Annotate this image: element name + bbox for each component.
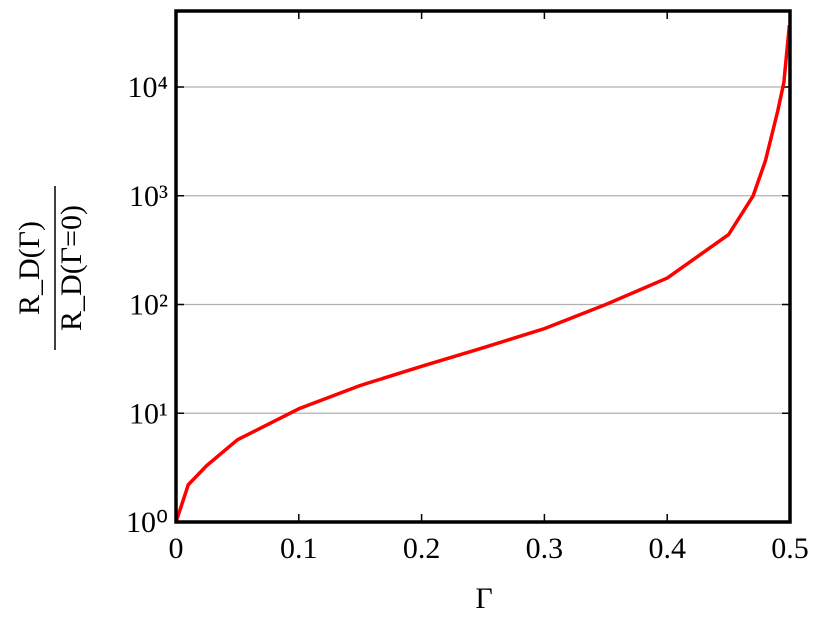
x-axis-label: Γ [475, 582, 492, 615]
plot-frame [174, 9, 792, 524]
y-tick-label: 10² [129, 289, 168, 322]
x-tick-label: 0.5 [771, 532, 809, 565]
x-tick-label: 0.2 [403, 532, 441, 565]
y-label-numerator: R_D(Γ) [13, 221, 46, 315]
y-tick-label: 10³ [129, 180, 168, 213]
x-tick-label: 0 [169, 532, 184, 565]
x-tick-label: 0.3 [526, 532, 564, 565]
y-tick-label: 10⁴ [128, 71, 168, 104]
y-tick-label: 10⁰ [126, 506, 168, 539]
x-tick-label: 0.1 [280, 532, 318, 565]
y-tick-label: 10¹ [129, 397, 168, 430]
y-label-denominator: R_D(Γ=0) [55, 205, 88, 331]
y-axis-label: R_D(Γ) R_D(Γ=0) [13, 186, 88, 350]
x-tick-label: 0.4 [648, 532, 686, 565]
data-line [174, 25, 792, 523]
